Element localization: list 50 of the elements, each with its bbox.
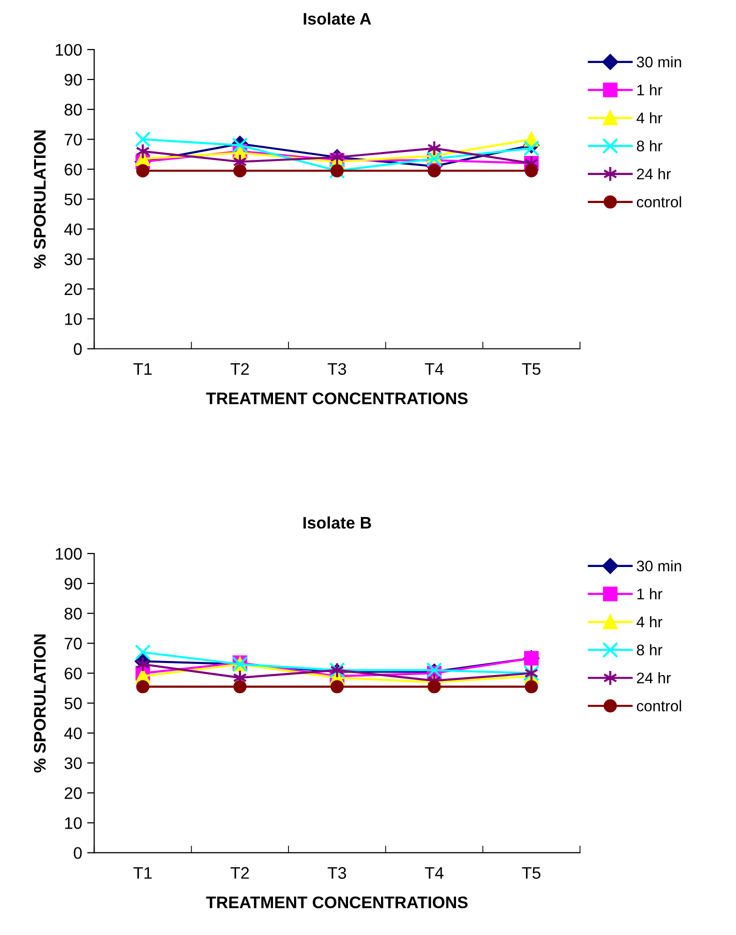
y-tick-label: 0 (74, 343, 82, 355)
y-tick-label: 60 (64, 164, 82, 176)
x-tick-label: T3 (328, 363, 346, 375)
y-tick-label: 50 (64, 194, 82, 206)
y-tick-label: 10 (65, 313, 82, 326)
legend-label: 30 min (636, 560, 682, 572)
chart-title: Isolate A (304, 12, 372, 25)
y-tick-label: 90 (64, 578, 82, 590)
x-tick-label: T3 (328, 867, 346, 879)
y-tick-label: 50 (64, 698, 82, 710)
x-tick-label: T2 (230, 363, 249, 375)
y-tick-label: 60 (64, 668, 82, 680)
legend-label: 24 hr (636, 168, 671, 180)
legend-label: 8 hr (636, 644, 662, 656)
y-tick-label: 100 (56, 548, 82, 560)
y-tick-label: 20 (64, 787, 82, 800)
legend-label: control (636, 196, 682, 208)
legend-label: 8 hr (636, 140, 662, 152)
chart-title: Isolate B (303, 516, 372, 529)
y-tick-label: 70 (64, 638, 82, 650)
y-tick-label: 90 (64, 74, 82, 86)
x-axis-title: TREATMENT CONCENTRATIONS (206, 896, 468, 908)
legend-label: 1 hr (637, 588, 662, 600)
x-tick-label: T5 (522, 867, 540, 879)
legend-label: 1 hr (637, 84, 662, 96)
x-axis-title: TREATMENT CONCENTRATIONS (206, 392, 468, 404)
y-tick-label: 30 (64, 757, 82, 770)
x-tick-label: T5 (522, 363, 540, 375)
x-tick-label: T4 (424, 867, 444, 879)
x-tick-label: T1 (133, 363, 152, 375)
y-tick-label: 20 (64, 283, 82, 296)
y-tick-label: 10 (65, 817, 82, 830)
y-tick-label: 40 (64, 223, 82, 236)
y-tick-label: 100 (56, 44, 82, 56)
y-tick-label: 0 (74, 847, 82, 859)
legend-label: 4 hr (636, 616, 662, 628)
legend-label: 4 hr (636, 112, 662, 124)
y-axis-title: % SPORULATION (34, 130, 46, 268)
y-tick-label: 40 (64, 727, 82, 740)
x-tick-label: T1 (133, 867, 152, 879)
y-tick-label: 80 (64, 104, 82, 116)
y-tick-label: 30 (64, 253, 82, 266)
legend-label: control (636, 700, 682, 712)
legend-label: 24 hr (636, 672, 671, 684)
y-axis-title: % SPORULATION (34, 634, 46, 772)
x-tick-label: T2 (230, 867, 249, 879)
x-tick-label: T4 (424, 363, 444, 375)
y-tick-label: 70 (64, 134, 82, 146)
legend-label: 30 min (636, 56, 682, 68)
y-tick-label: 80 (64, 608, 82, 620)
